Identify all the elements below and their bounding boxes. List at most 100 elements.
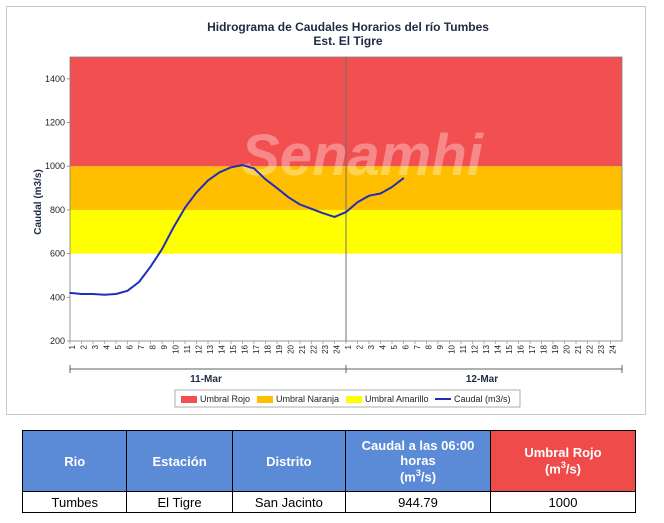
data-point bbox=[310, 208, 313, 210]
x-tick-label: 16 bbox=[516, 344, 525, 353]
cell-caudal: 944.79 bbox=[345, 491, 491, 513]
x-tick-label: 7 bbox=[137, 344, 146, 349]
header-umbral-rojo-text: Umbral Rojo bbox=[524, 445, 602, 461]
legend-label-caudal: Caudal (m3/s) bbox=[454, 394, 511, 404]
data-point bbox=[126, 289, 129, 292]
data-point bbox=[92, 293, 94, 295]
header-rio: Rio bbox=[21, 430, 128, 492]
y-tick-label: 400 bbox=[50, 292, 65, 302]
x-tick-label: 21 bbox=[574, 344, 583, 353]
x-tick-label: 14 bbox=[217, 344, 226, 353]
data-point bbox=[195, 191, 198, 194]
data-point bbox=[69, 292, 71, 294]
data-point bbox=[241, 164, 244, 166]
x-tick-label: 20 bbox=[286, 344, 295, 353]
x-tick-label: 10 bbox=[447, 344, 456, 353]
data-point bbox=[172, 226, 175, 229]
x-tick-label: 14 bbox=[493, 344, 502, 353]
data-point bbox=[264, 178, 267, 181]
x-tick-label: 3 bbox=[91, 344, 100, 349]
x-tick-label: 23 bbox=[597, 344, 606, 353]
data-point bbox=[103, 293, 106, 296]
legend-swatch-amarillo bbox=[346, 396, 362, 403]
station-table: Rio Estación Distrito Caudal a las 06:00… bbox=[21, 430, 637, 513]
x-tick-label: 9 bbox=[436, 344, 445, 349]
legend-swatch-rojo bbox=[181, 396, 197, 403]
x-tick-label: 3 bbox=[367, 344, 376, 349]
x-tick-label: 6 bbox=[401, 344, 410, 349]
data-point bbox=[322, 212, 324, 214]
data-point bbox=[391, 186, 393, 188]
header-distrito: Distrito bbox=[231, 430, 347, 492]
x-tick-label: 11 bbox=[183, 344, 192, 353]
legend-label-rojo: Umbral Rojo bbox=[200, 394, 250, 404]
chart-subtitle: Est. El Tigre bbox=[313, 34, 382, 48]
x-tick-label: 11 bbox=[459, 344, 468, 353]
x-tick-label: 22 bbox=[585, 344, 594, 353]
day-label-12-mar: 12-Mar bbox=[466, 374, 498, 385]
x-tick-label: 15 bbox=[229, 344, 238, 353]
hydrograph-chart: Hidrograma de Caudales Horarios del río … bbox=[6, 6, 646, 415]
table-header-row: Rio Estación Distrito Caudal a las 06:00… bbox=[21, 430, 637, 492]
x-tick-label: 21 bbox=[298, 344, 307, 353]
x-tick-label: 19 bbox=[275, 344, 284, 353]
data-point bbox=[184, 206, 186, 209]
header-caudal: Caudal a las 06:00 horas (m3/s) bbox=[345, 430, 491, 492]
x-tick-label: 18 bbox=[539, 344, 548, 353]
x-tick-label: 24 bbox=[332, 344, 341, 353]
x-tick-label: 2 bbox=[355, 344, 364, 349]
y-axis-label: Caudal (m3/s) bbox=[33, 169, 44, 235]
chart-title: Hidrograma de Caudales Horarios del río … bbox=[207, 20, 489, 34]
x-tick-label: 1 bbox=[68, 344, 77, 349]
data-point bbox=[218, 171, 221, 174]
cell-rio: Tumbes bbox=[21, 491, 128, 513]
x-tick-label: 15 bbox=[505, 344, 514, 353]
x-tick-label: 5 bbox=[114, 344, 123, 349]
data-point bbox=[149, 265, 152, 268]
data-point bbox=[253, 167, 255, 170]
data-point bbox=[402, 177, 405, 180]
y-tick-label: 1400 bbox=[45, 74, 65, 84]
data-point bbox=[333, 216, 336, 218]
chart-legend: Umbral Rojo Umbral Naranja Umbral Amaril… bbox=[174, 389, 521, 408]
data-point bbox=[230, 166, 232, 169]
x-tick-label: 4 bbox=[378, 344, 387, 349]
legend-label-amarillo: Umbral Amarillo bbox=[365, 394, 429, 404]
x-tick-label: 10 bbox=[171, 344, 180, 353]
data-point bbox=[299, 203, 301, 206]
x-tick-label: 13 bbox=[206, 344, 215, 353]
x-tick-label: 23 bbox=[321, 344, 330, 353]
x-tick-label: 4 bbox=[102, 344, 111, 349]
y-tick-label: 1000 bbox=[45, 161, 65, 171]
x-tick-label: 17 bbox=[252, 344, 261, 353]
chart-svg: Hidrograma de Caudales Horarios del río … bbox=[33, 20, 623, 408]
x-tick-label: 22 bbox=[309, 344, 318, 353]
data-point bbox=[379, 192, 382, 195]
x-tick-label: 8 bbox=[424, 344, 433, 349]
x-tick-label: 20 bbox=[562, 344, 571, 353]
x-tick-label: 12 bbox=[470, 344, 479, 353]
header-umbral-rojo: Umbral Rojo (m3/s) bbox=[489, 430, 637, 492]
x-tick-label: 1 bbox=[344, 344, 353, 349]
x-tick-label: 7 bbox=[413, 344, 422, 349]
x-tick-label: 18 bbox=[263, 344, 272, 353]
cell-distrito: San Jacinto bbox=[231, 491, 347, 513]
y-tick-label: 200 bbox=[50, 336, 65, 346]
x-tick-label: 13 bbox=[482, 344, 491, 353]
data-point bbox=[80, 293, 83, 295]
x-tick-label: 9 bbox=[160, 344, 169, 349]
x-tick-label: 17 bbox=[528, 344, 537, 353]
x-tick-label: 5 bbox=[390, 344, 399, 349]
data-point bbox=[368, 194, 370, 197]
table-row: Tumbes El Tigre San Jacinto 944.79 1000 bbox=[21, 491, 637, 513]
x-tick-label: 2 bbox=[79, 344, 88, 349]
x-tick-label: 16 bbox=[240, 344, 249, 353]
legend-swatch-naranja bbox=[257, 396, 273, 403]
data-point bbox=[287, 196, 290, 199]
x-tick-label: 24 bbox=[608, 344, 617, 353]
cell-estacion: El Tigre bbox=[126, 491, 233, 513]
x-tick-label: 6 bbox=[125, 344, 134, 349]
y-tick-label: 1200 bbox=[45, 118, 65, 128]
y-tick-label: 600 bbox=[50, 249, 65, 259]
data-point bbox=[207, 179, 209, 182]
